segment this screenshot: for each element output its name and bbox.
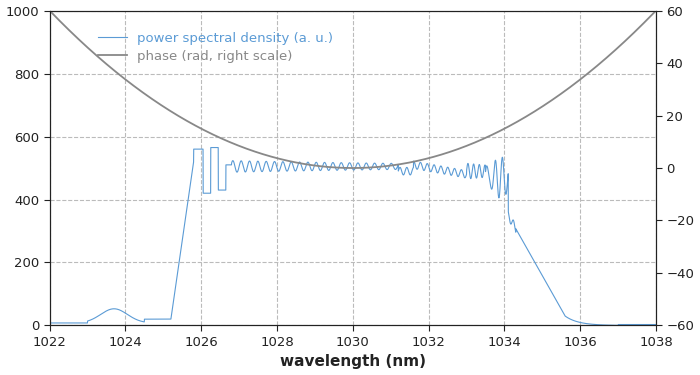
power spectral density (a. u.): [405, 169, 413, 173]
phase (rad, right scale): [652, 8, 660, 13]
power spectral density (a. u.): [527, 255, 536, 259]
power spectral density (a. u.): [206, 145, 215, 150]
phase (rad, right scale): [430, 154, 439, 159]
power spectral density (a. u.): [46, 321, 54, 325]
power spectral density (a. u.): [76, 321, 84, 325]
Line: phase (rad, right scale): phase (rad, right scale): [50, 10, 656, 168]
phase (rad, right scale): [46, 8, 54, 13]
X-axis label: wavelength (nm): wavelength (nm): [280, 354, 426, 369]
phase (rad, right scale): [76, 38, 84, 43]
Line: power spectral density (a. u.): power spectral density (a. u.): [50, 147, 656, 325]
power spectral density (a. u.): [652, 322, 660, 327]
phase (rad, right scale): [265, 154, 274, 158]
power spectral density (a. u.): [614, 323, 622, 327]
Legend: power spectral density (a. u.), phase (rad, right scale): power spectral density (a. u.), phase (r…: [92, 27, 339, 69]
power spectral density (a. u.): [430, 164, 439, 168]
phase (rad, right scale): [405, 160, 413, 165]
power spectral density (a. u.): [265, 168, 274, 172]
phase (rad, right scale): [527, 111, 536, 116]
phase (rad, right scale): [495, 129, 503, 134]
phase (rad, right scale): [349, 166, 357, 170]
power spectral density (a. u.): [495, 195, 503, 199]
